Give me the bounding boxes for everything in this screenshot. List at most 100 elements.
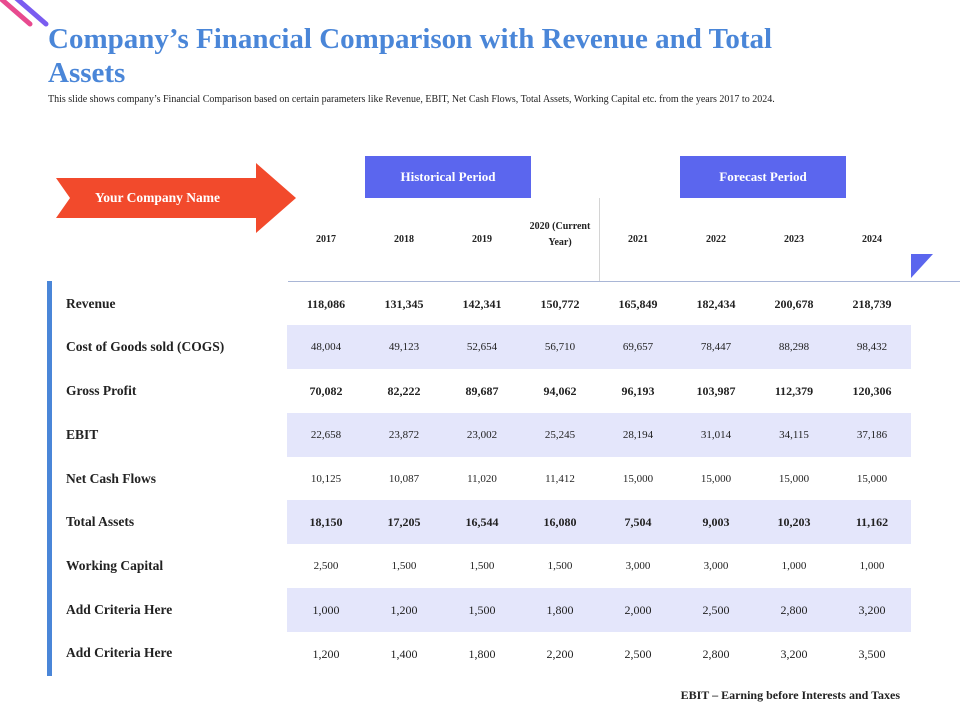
table-row-cogs: Cost of Goods sold (COGS) 48,004 49,123 …: [52, 325, 911, 369]
table-cell: 1,000: [781, 560, 807, 572]
table-cell: 120,306: [852, 384, 892, 398]
table-cell: 2,000: [624, 603, 652, 617]
table-cell: 2,500: [702, 603, 730, 617]
table-row-revenue: Revenue 118,086 131,345 142,341 150,772 …: [52, 282, 911, 326]
row-band: [287, 325, 911, 369]
table-cell: 48,004: [310, 341, 342, 353]
row-label: Add Criteria Here: [66, 602, 173, 617]
year-header: 2023: [784, 234, 804, 245]
corner-stripes-decoration: [0, 0, 49, 27]
table-cell: 1,500: [469, 560, 495, 572]
company-arrow-shape: [56, 163, 296, 233]
page-title: Company’s Financial Comparison with Reve…: [48, 23, 773, 89]
table-cell: 1,500: [547, 560, 573, 572]
table-cell: 165,849: [618, 297, 658, 311]
table-cell: 3,000: [703, 560, 729, 572]
table-cell: 18,150: [309, 515, 343, 529]
table-cell: 17,205: [387, 515, 421, 529]
row-label: EBIT: [66, 427, 99, 442]
table-cell: 150,772: [540, 297, 580, 311]
period-divider: [599, 198, 600, 281]
corner-triangle-decoration: [911, 254, 933, 278]
forecast-period-header: Forecast Period: [680, 156, 846, 198]
table-cell: 131,345: [384, 297, 424, 311]
table-cell: 49,123: [388, 341, 420, 353]
table-cell: 22,658: [310, 429, 342, 441]
row-label: Add Criteria Here: [66, 645, 173, 660]
table-row-add-criteria-1: Add Criteria Here 1,000 1,200 1,500 1,80…: [52, 588, 911, 632]
year-header: 2022: [706, 234, 726, 245]
table-cell: 10,203: [777, 515, 811, 529]
table-cell: 200,678: [774, 297, 814, 311]
row-label: Net Cash Flows: [66, 471, 156, 486]
table-cell: 1,800: [546, 603, 574, 617]
table-cell: 2,500: [313, 560, 339, 572]
ebit-footnote: EBIT – Earning before Interests and Taxe…: [680, 688, 900, 702]
table-cell: 82,222: [387, 384, 421, 398]
table-row-add-criteria-2: Add Criteria Here 1,200 1,400 1,800 2,20…: [52, 632, 911, 676]
year-header: 2024: [862, 234, 882, 245]
table-cell: 15,000: [700, 473, 732, 485]
table-cell: 142,341: [462, 297, 502, 311]
table-cell: 88,298: [778, 341, 810, 353]
year-header: 2019: [472, 234, 492, 245]
table-cell: 3,200: [858, 603, 886, 617]
table-cell: 1,400: [390, 647, 418, 661]
table-cell: 1,800: [468, 647, 496, 661]
row-label: Revenue: [66, 296, 116, 311]
table-cell: 78,447: [700, 341, 732, 353]
company-name-label: Your Company Name: [94, 190, 220, 205]
year-header: 2018: [394, 234, 414, 245]
table-row-ebit: EBIT 22,658 23,872 23,002 25,245 28,194 …: [52, 413, 911, 457]
row-band: [287, 588, 911, 632]
table-row-working-capital: Working Capital 2,500 1,500 1,500 1,500 …: [52, 544, 911, 588]
header-separator: [288, 281, 960, 282]
row-labels-accent-bar: [47, 281, 52, 676]
historical-period-header: Historical Period: [365, 156, 531, 198]
row-band: [287, 413, 911, 457]
table-cell: 2,800: [702, 647, 730, 661]
row-label: Total Assets: [66, 514, 135, 529]
table-cell: 3,000: [625, 560, 651, 572]
year-header: 2017: [316, 234, 336, 245]
table-cell: 103,987: [696, 384, 736, 398]
table-cell: 28,194: [622, 429, 654, 441]
table-cell: 34,115: [779, 429, 809, 441]
table-cell: 15,000: [778, 473, 810, 485]
table-cell: 16,544: [465, 515, 499, 529]
table-cell: 23,002: [466, 429, 498, 441]
table-cell: 1,500: [391, 560, 417, 572]
table-cell: 10,125: [310, 473, 342, 485]
row-label: Working Capital: [66, 558, 164, 573]
table-cell: 118,086: [306, 297, 346, 311]
table-cell: 25,245: [544, 429, 576, 441]
table-cell: 2,200: [546, 647, 574, 661]
table-cell: 16,080: [543, 515, 577, 529]
table-cell: 70,082: [309, 384, 343, 398]
table-cell: 9,003: [702, 515, 730, 529]
table-cell: 15,000: [622, 473, 654, 485]
table-cell: 2,800: [780, 603, 808, 617]
table-cell: 11,412: [545, 473, 575, 485]
table-cell: 3,500: [858, 647, 886, 661]
table-cell: 56,710: [544, 341, 576, 353]
table-cell: 37,186: [856, 429, 888, 441]
page-subtitle: This slide shows company’s Financial Com…: [48, 94, 775, 105]
table-cell: 10,087: [388, 473, 420, 485]
table-cell: 23,872: [388, 429, 420, 441]
table-cell: 2,500: [624, 647, 652, 661]
table-row-total-assets: Total Assets 18,150 17,205 16,544 16,080…: [52, 500, 911, 544]
table-cell: 52,654: [466, 341, 498, 353]
table-cell: 96,193: [621, 384, 655, 398]
table-cell: 112,379: [774, 384, 814, 398]
year-header: 2021: [628, 234, 648, 245]
table-cell: 11,020: [467, 473, 497, 485]
table-cell: 69,657: [622, 341, 654, 353]
table-cell: 1,000: [312, 603, 340, 617]
row-band: [287, 500, 911, 544]
year-header-current: 2020 (Current Year): [529, 221, 591, 248]
table-cell: 1,200: [390, 603, 418, 617]
table-cell: 15,000: [856, 473, 888, 485]
row-label: Gross Profit: [66, 383, 137, 398]
table-cell: 11,162: [855, 515, 889, 529]
